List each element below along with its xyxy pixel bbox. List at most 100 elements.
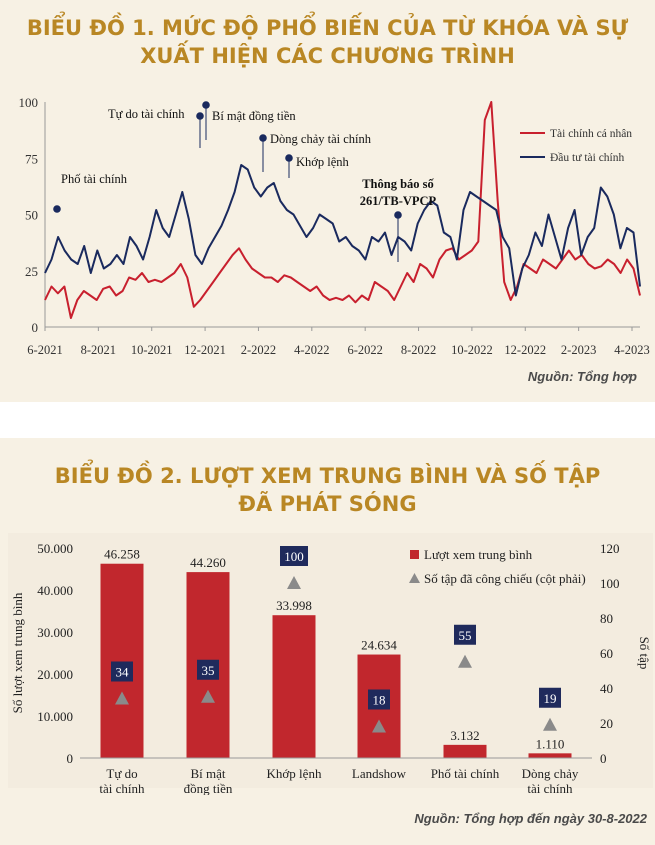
x-tick-label: 10-2022 [451, 343, 493, 357]
episode-badge [454, 624, 476, 645]
y-tick-label: 20.000 [37, 667, 73, 682]
episode-badge [368, 689, 390, 710]
bar-chart: 0 10.000 20.000 30.000 40.000 50.000 0 20 40 60 80… [10, 541, 652, 795]
episode-label: 100 [284, 549, 304, 564]
bar-value-label: 1.110 [536, 736, 565, 751]
legend-label: Số tập đã công chiếu (cột phải) [424, 571, 586, 586]
y2-tick-label: 80 [600, 611, 613, 626]
episode-label: 35 [202, 663, 215, 678]
bar-value-label: 33.998 [276, 598, 312, 613]
chart2-panel: BIỂU ĐỒ 2. LƯỢT XEM TRUNG BÌNH VÀ SỐ TẬP… [0, 438, 655, 845]
annotation-label: Tự do tài chính [108, 107, 185, 121]
legend-label: Tài chính cá nhân [550, 128, 632, 140]
episode-badge [197, 659, 219, 680]
chart2-title: BIỂU ĐỒ 2. LƯỢT XEM TRUNG BÌNH VÀ SỐ TẬP… [0, 462, 655, 518]
category-label: Phố tài chính [431, 766, 500, 781]
category-label: đồng tiền [184, 781, 233, 795]
chart1-panel: BIỂU ĐỒ 1. MỨC ĐỘ PHỔ BIẾN CỦA TỪ KHÓA V… [0, 0, 655, 402]
x-tick-label: 6-2022 [347, 343, 382, 357]
chart2-title-line1: BIỂU ĐỒ 2. LƯỢT XEM TRUNG BÌNH VÀ SỐ TẬP [54, 464, 601, 488]
x-tick-label: 8-2021 [81, 343, 116, 357]
x-tick-label: 12-2022 [504, 343, 546, 357]
episode-label: 55 [459, 628, 472, 643]
annotation-dot [196, 112, 204, 120]
x-tick-label: 2-2023 [561, 343, 596, 357]
series-line-dau-tu-tai-chinh [44, 164, 641, 297]
y-tick-label: 75 [25, 151, 38, 166]
chart1-source: Nguồn: Tổng hợp [527, 369, 637, 384]
x-tick-label: 8-2022 [401, 343, 436, 357]
episode-label: 18 [373, 693, 386, 708]
category-label: tài chính [527, 781, 573, 795]
y-axis-label: Số lượt xem trung bình [10, 592, 25, 713]
y-tick-label: 100 [19, 95, 39, 110]
legend-label: Đầu tư tài chính [550, 151, 625, 164]
bar-value-label: 3.132 [450, 728, 479, 743]
annotation-dot [394, 211, 402, 219]
y-tick-label: 10.000 [37, 709, 73, 724]
annotation-label: Khớp lệnh [296, 155, 350, 169]
bar-value-label: 44.260 [190, 555, 226, 570]
category-label: Landshow [352, 766, 407, 781]
annotation-label: 261/TB-VPCP [360, 194, 437, 208]
episode-label: 19 [544, 691, 557, 706]
episode-badge [280, 546, 308, 566]
y-tick-label: 25 [25, 264, 38, 279]
x-tick-label: 2-2022 [241, 343, 276, 357]
bar [528, 753, 572, 758]
bar-value-label: 46.258 [104, 547, 140, 562]
chart1-title-line1: BIỂU ĐỒ 1. MỨC ĐỘ PHỔ BIẾN CỦA TỪ KHÓA V… [26, 16, 629, 40]
category-label: Dòng chảy [522, 766, 579, 781]
episode-badge [111, 661, 133, 682]
annotation-label: Dòng chảy tài chính [270, 132, 372, 146]
y-tick-label: 40.000 [37, 583, 73, 598]
category-label: Khớp lệnh [267, 766, 322, 781]
x-tick-label: 4-2022 [294, 343, 329, 357]
episode-marker [458, 654, 472, 668]
episode-marker [201, 689, 215, 703]
y2-tick-label: 40 [600, 681, 613, 696]
annotation-dot [285, 154, 293, 162]
annotation-label: Thông báo số [362, 177, 434, 191]
legend-label: Lượt xem trung bình [424, 547, 533, 562]
bar [100, 563, 144, 758]
legend-swatch-bar [410, 550, 419, 559]
x-tick-label: 4-2023 [614, 343, 649, 357]
line-chart: 0 25 50 75 100 6-2021 8-2021 10-2021 12-2021 2-20… [19, 95, 650, 357]
y2-tick-label: 60 [600, 646, 613, 661]
x-tick-label: 6-2021 [27, 343, 62, 357]
episode-marker [372, 719, 386, 733]
bar [272, 615, 316, 758]
legend-swatch-triangle [409, 573, 420, 583]
episode-marker [543, 717, 557, 731]
episode-label: 34 [116, 665, 130, 680]
episode-marker [115, 691, 129, 705]
y-tick-label: 50 [25, 208, 38, 223]
chart1-title-line2: XUẤT HIỆN CÁC CHƯƠNG TRÌNH [140, 44, 515, 68]
chart2-title-line2: ĐÃ PHÁT SÓNG [238, 492, 417, 516]
y-tick-label: 0 [67, 751, 74, 766]
x-tick-label: 12-2021 [184, 343, 226, 357]
y2-tick-label: 120 [600, 541, 620, 556]
episode-marker [287, 576, 301, 589]
annotation-dot [259, 134, 267, 142]
y2-tick-label: 100 [600, 576, 620, 591]
category-label: Tự do [106, 766, 137, 781]
annotation-label: Bí mật đồng tiền [212, 109, 296, 123]
episode-badge [539, 687, 561, 708]
y2-tick-label: 0 [600, 751, 607, 766]
category-label: tài chính [99, 781, 145, 795]
annotation-label: Phố tài chính [61, 172, 128, 186]
y2-tick-label: 20 [600, 716, 613, 731]
y-tick-label: 30.000 [37, 625, 73, 640]
y2-axis-label: Số tập [637, 637, 652, 670]
y-tick-label: 50.000 [37, 541, 73, 556]
annotation-dot [202, 101, 210, 109]
bar-value-label: 24.634 [361, 638, 397, 653]
y-tick-label: 0 [32, 320, 39, 335]
x-tick-label: 10-2021 [131, 343, 173, 357]
series-line-tai-chinh-ca-nhan [44, 101, 641, 319]
chart2-source: Nguồn: Tổng hợp đến ngày 30-8-2022 [414, 811, 647, 826]
chart1-title: BIỂU ĐỒ 1. MỨC ĐỘ PHỔ BIẾN CỦA TỪ KHÓA V… [0, 14, 655, 70]
category-label: Bí mật [190, 766, 225, 781]
